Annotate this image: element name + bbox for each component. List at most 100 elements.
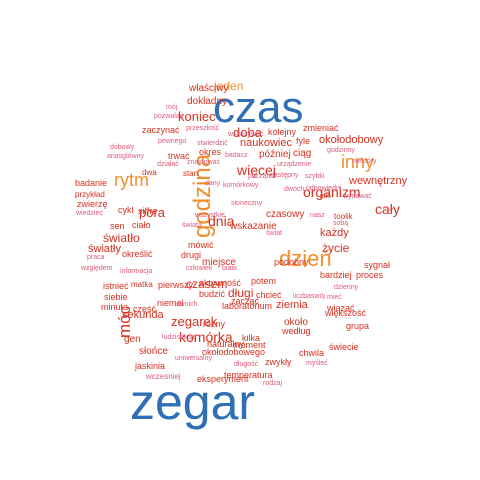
word: okołodobowego xyxy=(202,347,266,357)
word: temperatura xyxy=(224,370,273,380)
word: stan xyxy=(183,169,199,178)
word: informacja xyxy=(120,268,153,275)
word: sen xyxy=(110,221,125,231)
word: pora xyxy=(139,205,166,220)
word: urządzenie xyxy=(277,161,312,168)
word: świat xyxy=(266,230,282,237)
word: jeden xyxy=(214,79,244,93)
word: moment xyxy=(233,340,266,350)
word: słoneczny xyxy=(231,200,263,207)
word: przykład xyxy=(75,190,105,199)
word: badanie xyxy=(75,178,108,188)
word: siffre xyxy=(138,206,158,216)
word: myśleć xyxy=(306,360,328,367)
word: zaczynać xyxy=(142,125,180,135)
word: trwać xyxy=(168,151,190,161)
word: grupa xyxy=(346,321,370,331)
word: sekunda xyxy=(122,309,164,321)
word: fyle xyxy=(296,136,311,146)
word: cykl xyxy=(118,205,134,215)
word: słońce xyxy=(139,346,168,357)
word: dobowy xyxy=(110,144,135,151)
word: sobą xyxy=(333,220,349,227)
word: długi xyxy=(228,286,254,300)
word: wskazanie xyxy=(230,221,277,232)
word: według xyxy=(282,326,311,336)
word: przeszłość xyxy=(186,125,220,132)
word: jaki xyxy=(320,193,331,200)
word: pierwszy xyxy=(158,280,194,290)
word: wiedzieć xyxy=(76,210,103,217)
word: określić xyxy=(122,249,153,259)
word: toolik xyxy=(334,212,353,221)
word: mówić xyxy=(188,240,214,250)
word: minuta xyxy=(101,302,129,312)
word: wydawać xyxy=(343,193,372,200)
word: czas xyxy=(213,83,304,132)
word: naukowiec xyxy=(240,137,292,149)
word: następny xyxy=(270,172,299,179)
word: wewnętrzny xyxy=(349,175,408,187)
word: zegarek xyxy=(171,314,218,329)
word: komórkowy xyxy=(223,182,259,189)
word: świecie xyxy=(329,342,359,352)
word: bardziej xyxy=(320,270,352,280)
word: odpowiedni xyxy=(306,185,342,192)
word: organizm xyxy=(303,184,361,200)
word: później xyxy=(259,149,291,160)
word: praca xyxy=(87,254,105,261)
word: gen xyxy=(124,334,141,345)
word: ciąg xyxy=(293,148,312,159)
word: miejsce xyxy=(202,257,236,268)
word: długość xyxy=(234,361,259,368)
word: budzić xyxy=(199,289,226,299)
word: niektóry xyxy=(352,158,377,165)
word: życie xyxy=(322,241,350,255)
word: podobny xyxy=(274,257,309,267)
word: dnia xyxy=(208,213,235,229)
word: potem xyxy=(251,276,277,286)
word: ludzistacja xyxy=(162,334,195,341)
word: świata xyxy=(182,222,202,229)
word: okres xyxy=(199,147,222,157)
word: chcieć xyxy=(256,290,282,300)
word: swoich xyxy=(176,301,198,308)
word: dwa xyxy=(142,168,157,177)
word: znajdować xyxy=(187,159,221,166)
word: laboratorium xyxy=(222,301,273,311)
word: biała xyxy=(222,265,237,272)
word: chwila xyxy=(299,348,325,358)
word: dokładny xyxy=(187,96,228,107)
word: około xyxy=(284,317,308,328)
word: światły xyxy=(88,243,122,255)
word: każdy xyxy=(320,227,349,239)
word: badacz xyxy=(225,152,248,159)
word: okołodobowy xyxy=(319,134,384,146)
word: jaskinia xyxy=(135,361,166,371)
word: zwierzę xyxy=(77,199,108,209)
word: pozwalać xyxy=(154,113,184,120)
word: matka xyxy=(131,280,153,289)
word: pewnego xyxy=(158,138,187,145)
word: proces xyxy=(356,270,384,280)
word: wiązać xyxy=(327,303,355,313)
word: istnieć xyxy=(103,281,129,291)
word: komórka xyxy=(179,329,233,345)
word: więcej xyxy=(237,162,276,178)
word: stwierdzić xyxy=(197,140,228,147)
word: kilka xyxy=(242,333,261,343)
word: eksperyment xyxy=(197,374,249,384)
word: człowiek xyxy=(186,265,213,272)
word: cały xyxy=(375,201,400,217)
word: mój xyxy=(166,104,178,111)
word: większość xyxy=(325,308,367,318)
word: zacząć xyxy=(231,296,260,306)
word: dany xyxy=(205,180,221,187)
word: zegar xyxy=(130,374,256,430)
word: wskazywać xyxy=(228,131,264,138)
word: ciało xyxy=(132,220,151,230)
word: szybki xyxy=(305,173,325,180)
word: czasowy xyxy=(266,209,305,220)
word: sygnał xyxy=(364,260,391,270)
